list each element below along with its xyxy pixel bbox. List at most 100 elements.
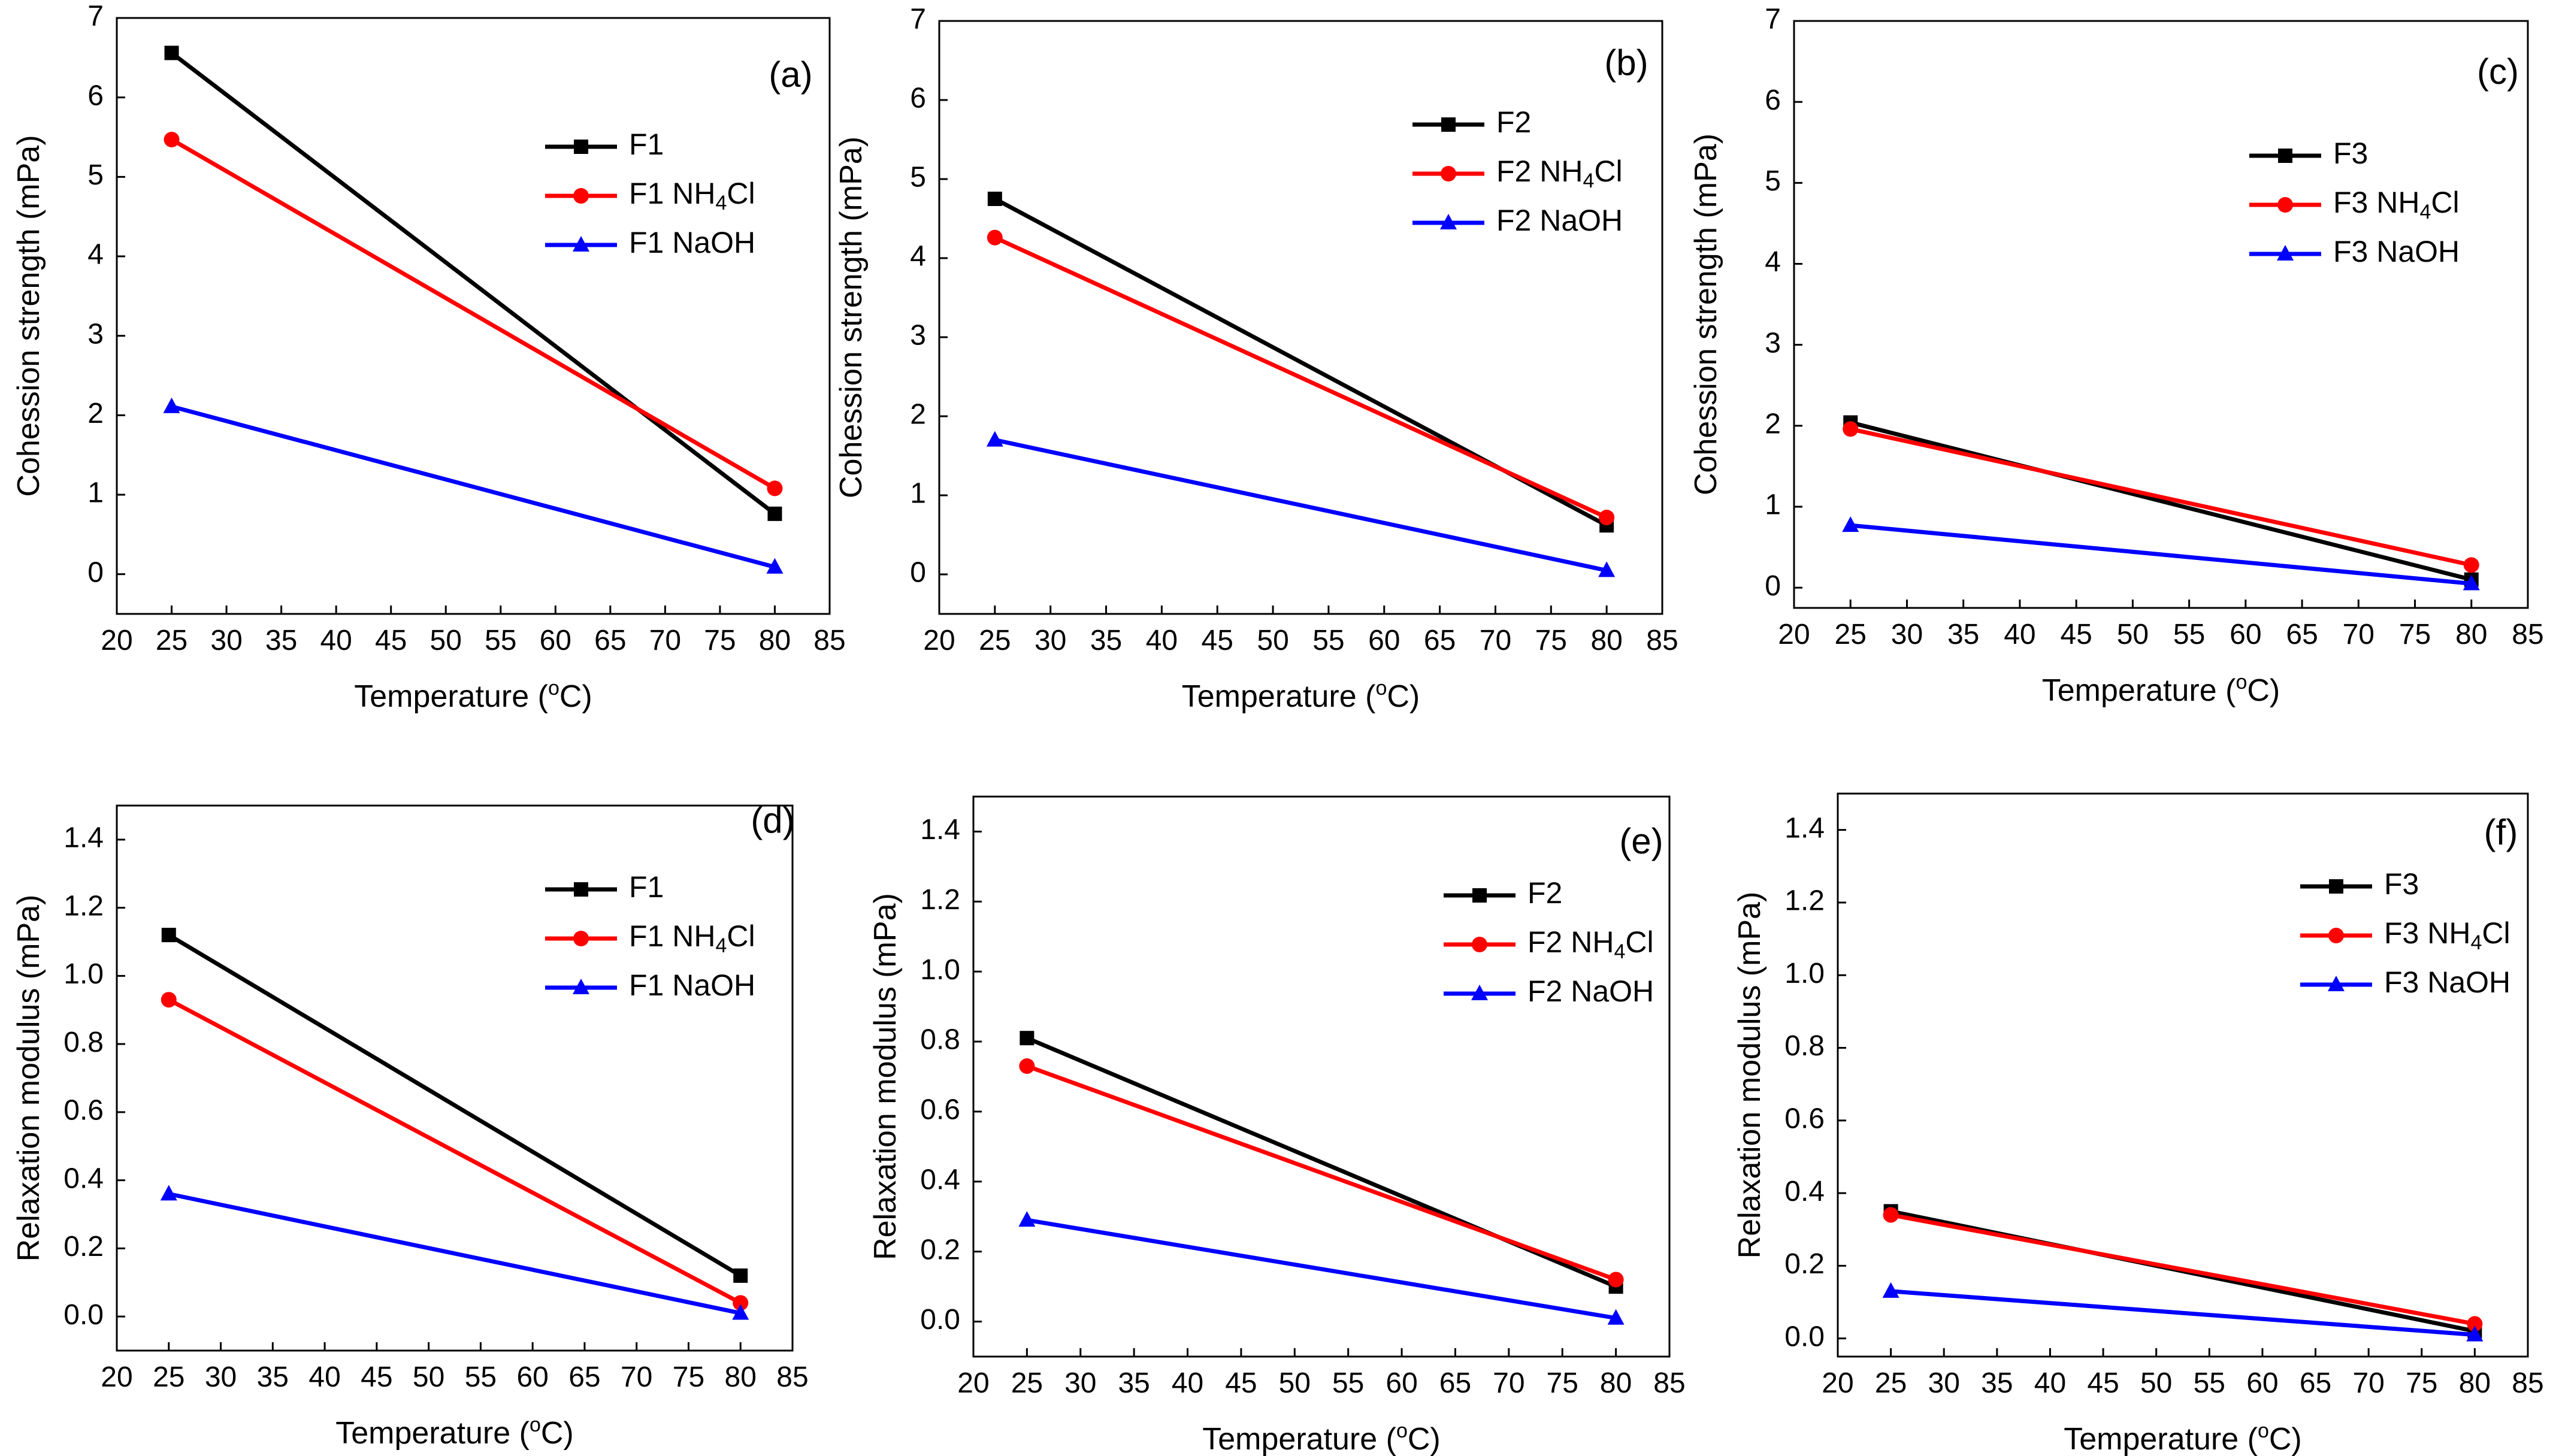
y-tick-label: 0.6 (63, 1095, 104, 1127)
data-point-square (733, 1268, 748, 1283)
legend-marker (573, 188, 589, 204)
x-tick-label: 80 (759, 625, 791, 656)
series-line-circle (1026, 1064, 1617, 1282)
legend-marker (574, 140, 588, 154)
y-tick-label: 7 (1765, 4, 1781, 35)
x-tick-label: 30 (1034, 625, 1066, 656)
plot-frame (1793, 20, 2529, 609)
legend-label: F1 NH4Cl (629, 919, 755, 957)
x-tick-label: 30 (205, 1361, 237, 1393)
x-tick-label: 75 (704, 625, 736, 656)
y-tick-label: 5 (1765, 165, 1781, 197)
data-point-triangle (1882, 1282, 1899, 1298)
y-axis-title: Cohession strength (mPa) (11, 135, 46, 497)
plot-frame (938, 20, 1663, 615)
data-point-circle (987, 229, 1003, 246)
x-tick-label: 80 (2459, 1367, 2491, 1399)
legend-label: F2 (1496, 105, 1531, 139)
y-tick-label: 1.2 (63, 890, 104, 922)
legend-marker (2277, 245, 2294, 261)
data-point-triangle (1018, 1211, 1036, 1227)
plot-frame (972, 795, 1671, 1358)
legend-marker (573, 931, 589, 946)
x-axis-title: Temperature (oC) (2042, 671, 2280, 708)
y-tick-label: 0.2 (63, 1231, 104, 1263)
series-line-triangle (1850, 523, 2472, 586)
x-tick-label: 20 (923, 625, 955, 656)
y-tick-label: 3 (1765, 327, 1781, 359)
legend-label: F2 NaOH (1496, 204, 1623, 237)
y-tick-label: 6 (87, 80, 104, 111)
data-point-triangle (163, 397, 180, 413)
panel-label: (d) (751, 800, 794, 840)
legend-label: F2 (1527, 876, 1562, 910)
x-tick-label: 35 (265, 625, 297, 656)
x-tick-label: 85 (1653, 1367, 1685, 1399)
data-point-square (161, 928, 176, 943)
y-tick-label: 1.2 (920, 884, 960, 916)
x-tick-label: 50 (1257, 625, 1288, 656)
y-tick-label: 1 (87, 477, 104, 509)
x-tick-label: 65 (1439, 1367, 1471, 1399)
data-point-square (164, 46, 179, 60)
y-tick-label: 1.2 (1784, 885, 1825, 917)
x-tick-label: 55 (485, 625, 516, 656)
x-tick-label: 45 (2060, 619, 2092, 650)
legend-label: F2 NH4Cl (1496, 155, 1623, 192)
x-tick-label: 50 (430, 625, 462, 656)
x-tick-label: 40 (2004, 619, 2035, 650)
x-tick-label: 50 (2117, 619, 2149, 650)
x-tick-label: 45 (375, 625, 407, 656)
data-point-square (1020, 1031, 1034, 1046)
chart-panel-b: 20 25 30 35 40 45 50 55 60 65 70 75 80 8501234567Temp… (834, 4, 1678, 714)
y-tick-label: 0.6 (920, 1094, 960, 1126)
y-tick-label: 0.2 (920, 1234, 960, 1266)
legend-label: F1 NaOH (629, 968, 755, 1002)
y-tick-label: 0.4 (63, 1163, 104, 1194)
x-tick-label: 60 (540, 625, 571, 656)
y-tick-label: 4 (87, 239, 104, 271)
x-tick-label: 60 (2230, 619, 2261, 650)
x-tick-label: 55 (2194, 1367, 2225, 1399)
x-tick-label: 40 (2034, 1367, 2066, 1399)
x-tick-label: 60 (516, 1361, 548, 1393)
legend-label: F1 (629, 128, 664, 161)
x-tick-label: 65 (2300, 1367, 2331, 1399)
x-tick-label: 20 (957, 1367, 989, 1399)
legend-marker (1471, 985, 1488, 1000)
legend-label: F3 NH4Cl (2333, 186, 2460, 223)
x-tick-label: 25 (1875, 1367, 1907, 1399)
x-tick-label: 25 (153, 1361, 184, 1393)
y-tick-label: 0.6 (1784, 1103, 1825, 1134)
data-point-circle (161, 992, 177, 1008)
x-tick-label: 35 (1981, 1367, 2013, 1399)
x-tick-label: 55 (2173, 619, 2205, 650)
x-tick-label: 70 (1480, 625, 1511, 656)
x-axis-title: Temperature (oC) (1182, 677, 1420, 714)
data-point-triangle (1607, 1309, 1625, 1325)
y-tick-label: 1.0 (1784, 958, 1825, 989)
x-tick-label: 20 (101, 625, 132, 656)
data-point-circle (164, 131, 180, 147)
y-tick-label: 6 (910, 83, 926, 114)
y-axis-title: Cohession strength (mPa) (1689, 134, 1723, 495)
y-tick-label: 1.0 (920, 954, 960, 986)
panel-label: (c) (2477, 52, 2519, 92)
data-point-circle (767, 480, 783, 497)
x-tick-label: 30 (210, 625, 242, 656)
y-tick-label: 0.4 (1784, 1176, 1825, 1207)
x-tick-label: 35 (1118, 1367, 1150, 1399)
y-tick-label: 0.8 (920, 1024, 960, 1056)
chart-panel-f: 20 25 30 35 40 45 50 55 60 65 70 75 80 85 0.0 0.2 0.4 0.6… (1732, 792, 2544, 1456)
x-tick-label: 85 (2512, 1367, 2543, 1399)
y-tick-label: 6 (1765, 84, 1781, 116)
y-tick-label: 0.8 (63, 1027, 104, 1058)
legend-label: F2 NH4Cl (1527, 925, 1654, 963)
y-axis-title: Relaxation modulus (mPa) (868, 893, 903, 1260)
data-point-triangle (160, 1185, 177, 1201)
panel-label: (e) (1619, 821, 1663, 861)
x-tick-label: 75 (2399, 619, 2431, 650)
series-line-triangle (171, 404, 776, 570)
x-tick-label: 35 (1947, 619, 1979, 650)
x-tick-label: 80 (725, 1361, 757, 1393)
